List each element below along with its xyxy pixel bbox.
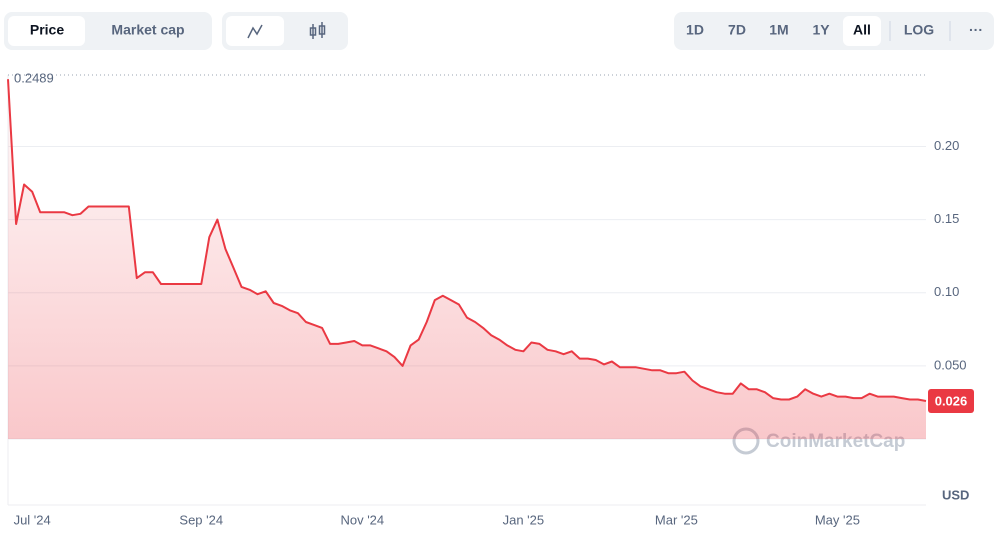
max-label: 0.2489: [14, 70, 54, 85]
tab-active[interactable]: [8, 16, 85, 46]
range-1m[interactable]: 1M: [769, 22, 788, 38]
range-1d[interactable]: 1D: [686, 22, 704, 38]
x-tick-label: Jan '25: [503, 512, 545, 527]
candle-icon[interactable]: [309, 22, 326, 39]
line-icon: [247, 24, 263, 39]
currency-label: USD: [942, 487, 969, 502]
more-button[interactable]: ···: [969, 22, 983, 38]
y-tick-label: 0.050: [934, 357, 967, 372]
range-active[interactable]: [843, 16, 881, 46]
range-1y[interactable]: 1Y: [812, 22, 830, 38]
last-price-box: [928, 388, 974, 413]
range-group: [674, 12, 994, 50]
x-tick-label: Sep '24: [179, 512, 223, 527]
range-all[interactable]: All: [853, 22, 871, 38]
x-tick-label: May '25: [815, 512, 860, 527]
x-tick-label: Jul '24: [14, 512, 51, 527]
log-button[interactable]: LOG: [904, 22, 934, 38]
x-tick-label: Mar '25: [655, 512, 698, 527]
y-tick-label: 0.15: [934, 211, 959, 226]
price-line: [7, 79, 927, 402]
last-price-label: 0.026: [935, 393, 968, 408]
tab-market-cap[interactable]: Market cap: [111, 22, 184, 38]
tab-price[interactable]: Price: [30, 22, 64, 38]
y-tick-label: 0.10: [934, 284, 959, 299]
x-tick-label: Nov '24: [340, 512, 384, 527]
y-tick-label: 0.20: [934, 138, 959, 153]
area: [8, 79, 926, 439]
range-7d[interactable]: 7D: [728, 22, 746, 38]
